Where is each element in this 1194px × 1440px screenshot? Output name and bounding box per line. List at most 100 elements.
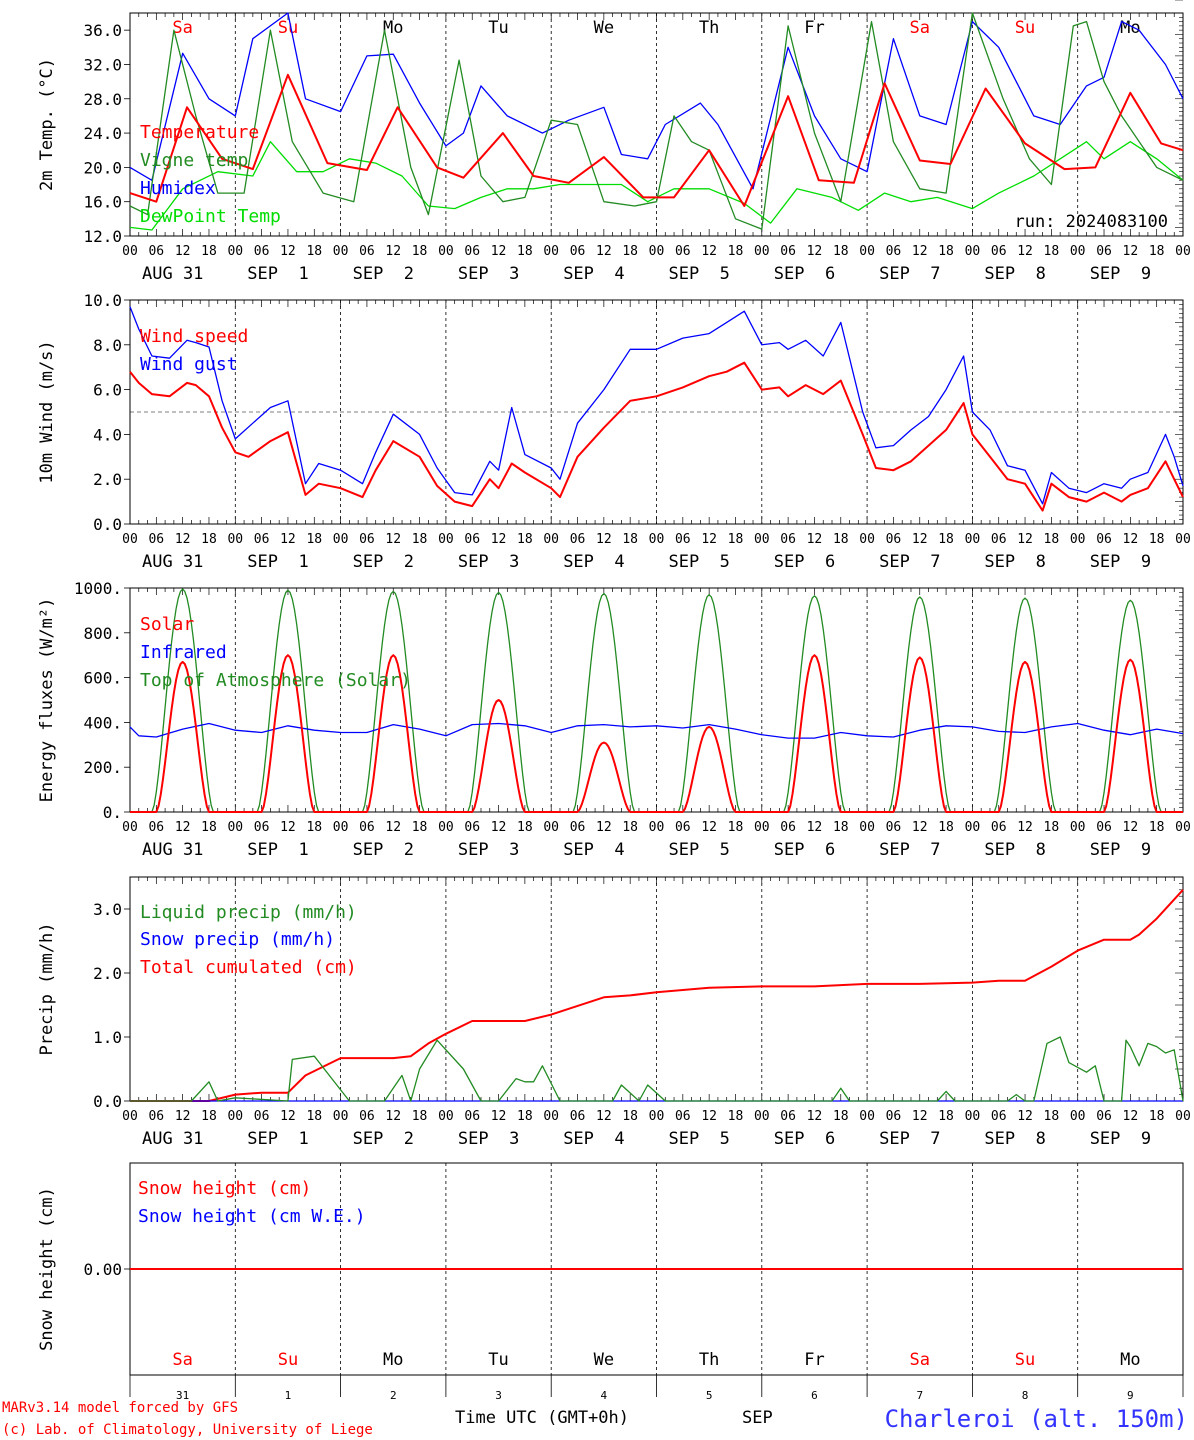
day-number-label: 3 bbox=[495, 1389, 502, 1402]
hour-tick-label: 18 bbox=[833, 820, 849, 835]
hour-tick-label: 18 bbox=[201, 244, 217, 259]
legend-label: Snow precip (mm/h) bbox=[140, 929, 335, 950]
hour-tick-label: 00 bbox=[543, 1109, 559, 1124]
run-label: run: 2024083100 bbox=[1014, 212, 1168, 232]
hour-tick-label: 06 bbox=[464, 1109, 480, 1124]
hour-tick-label: 18 bbox=[1044, 532, 1060, 547]
hour-tick-label: 18 bbox=[517, 244, 533, 259]
hour-tick-label: 18 bbox=[412, 244, 428, 259]
hour-tick-label: 12 bbox=[701, 820, 717, 835]
date-tick-label: AUG 31 bbox=[142, 264, 203, 284]
legend-label: Total cumulated (cm) bbox=[140, 957, 357, 978]
y-tick-label: 4.0 bbox=[93, 425, 122, 444]
hour-tick-label: 12 bbox=[385, 1109, 401, 1124]
hour-tick-label: 06 bbox=[886, 820, 902, 835]
hour-tick-label: 06 bbox=[148, 1109, 164, 1124]
y-tick-label: 12.0 bbox=[83, 227, 122, 246]
weekday-label: Su bbox=[278, 18, 298, 38]
y-axis-title: Energy fluxes (W/m²) bbox=[37, 598, 57, 803]
hour-tick-label: 00 bbox=[1070, 820, 1086, 835]
date-tick-label: SEP 4 bbox=[563, 1129, 624, 1149]
weekday-label: Mo bbox=[1120, 1350, 1140, 1370]
hour-tick-label: 12 bbox=[596, 1109, 612, 1124]
y-tick-label: 2.0 bbox=[93, 964, 122, 983]
hour-tick-label: 12 bbox=[280, 532, 296, 547]
day-number-label: 1 bbox=[285, 1389, 292, 1402]
hour-tick-label: 00 bbox=[333, 532, 349, 547]
day-number-label: 8 bbox=[1022, 1389, 1029, 1402]
hour-tick-label: 12 bbox=[807, 1109, 823, 1124]
plot-frame bbox=[129, 587, 1184, 813]
panel-2: 00 06 12 18 00 06 12 18 00 06 12 18 00 06 12 18 00 06 12 18… bbox=[37, 291, 1191, 572]
hour-tick-label: 12 bbox=[807, 244, 823, 259]
y-tick-label: 0.0 bbox=[93, 1092, 122, 1111]
hour-tick-label: 00 bbox=[227, 1109, 243, 1124]
hour-tick-label: 00 bbox=[754, 532, 770, 547]
y-tick-label: 0. bbox=[103, 803, 122, 822]
hour-tick-label: 06 bbox=[570, 820, 586, 835]
hour-tick-label: 00 bbox=[965, 244, 981, 259]
hour-tick-label: 18 bbox=[938, 820, 954, 835]
legend-label: Infrared bbox=[140, 642, 227, 663]
hour-tick-label: 06 bbox=[359, 1109, 375, 1124]
weekday-label: Fr bbox=[804, 1350, 824, 1370]
hour-tick-label: 12 bbox=[912, 1109, 928, 1124]
hour-tick-label: 18 bbox=[622, 244, 638, 259]
y-tick-label: 2.0 bbox=[93, 470, 122, 489]
hour-tick-label: 12 bbox=[491, 244, 507, 259]
hour-tick-label: 18 bbox=[728, 1109, 744, 1124]
hour-tick-label: 00 bbox=[859, 244, 875, 259]
hour-tick-label: 18 bbox=[833, 532, 849, 547]
series-line-infrared bbox=[129, 722, 1184, 739]
hour-tick-label: 18 bbox=[201, 1109, 217, 1124]
hour-tick-label: 18 bbox=[938, 532, 954, 547]
hour-tick-label: 12 bbox=[491, 1109, 507, 1124]
weekday-label: Th bbox=[699, 18, 719, 38]
y-tick-label: 0.00 bbox=[83, 1260, 122, 1279]
hour-tick-label: 06 bbox=[1096, 820, 1112, 835]
series-line-total-cumulated-cm- bbox=[130, 889, 1184, 1102]
y-tick-label: 400. bbox=[83, 713, 122, 732]
date-tick-label: SEP 1 bbox=[247, 552, 308, 572]
legend-label: Temperature bbox=[140, 122, 259, 143]
weekday-label: Sa bbox=[172, 1350, 192, 1370]
hour-tick-label: 00 bbox=[649, 244, 665, 259]
hour-tick-label: 06 bbox=[1096, 532, 1112, 547]
hour-tick-label: 06 bbox=[780, 820, 796, 835]
y-tick-label: 3.0 bbox=[93, 900, 122, 919]
y-axis-title: 10m Wind (m/s) bbox=[37, 340, 57, 483]
legend-label: Wind gust bbox=[140, 354, 238, 375]
legend-label: Humidex bbox=[140, 178, 216, 199]
hour-tick-label: 06 bbox=[464, 820, 480, 835]
day-number-label: 6 bbox=[811, 1389, 818, 1402]
legend-label: Liquid precip (mm/h) bbox=[140, 902, 357, 923]
hour-tick-label: 12 bbox=[596, 244, 612, 259]
date-tick-label: SEP 9 bbox=[1090, 1129, 1151, 1149]
hour-tick-label: 18 bbox=[306, 1109, 322, 1124]
legend-label: Snow height (cm) bbox=[138, 1178, 311, 1199]
hour-tick-label: 12 bbox=[175, 1109, 191, 1124]
hour-tick-label: 18 bbox=[1149, 532, 1165, 547]
hour-tick-label: 12 bbox=[596, 820, 612, 835]
y-tick-label: 1000. bbox=[74, 579, 122, 598]
hour-tick-label: 00 bbox=[965, 820, 981, 835]
date-tick-label: SEP 9 bbox=[1090, 552, 1151, 572]
hour-tick-label: 12 bbox=[385, 532, 401, 547]
legend-label: Top of Atmosphere (Solar) bbox=[140, 670, 411, 691]
date-tick-label: SEP 8 bbox=[984, 264, 1045, 284]
hour-tick-label: 12 bbox=[912, 532, 928, 547]
hour-tick-label: 00 bbox=[1175, 1109, 1191, 1124]
date-tick-label: SEP 9 bbox=[1090, 840, 1151, 860]
series-line-wind-speed bbox=[129, 361, 1184, 512]
hour-tick-label: 06 bbox=[148, 244, 164, 259]
station-label: Charleroi (alt. 150m) bbox=[885, 1405, 1188, 1433]
y-tick-label: 10.0 bbox=[83, 291, 122, 310]
hour-tick-label: 18 bbox=[622, 1109, 638, 1124]
hour-tick-label: 12 bbox=[175, 532, 191, 547]
date-tick-label: SEP 3 bbox=[458, 840, 519, 860]
y-tick-label: 200. bbox=[83, 758, 122, 777]
hour-tick-label: 18 bbox=[306, 532, 322, 547]
hour-tick-label: 00 bbox=[438, 532, 454, 547]
hour-tick-label: 00 bbox=[649, 1109, 665, 1124]
